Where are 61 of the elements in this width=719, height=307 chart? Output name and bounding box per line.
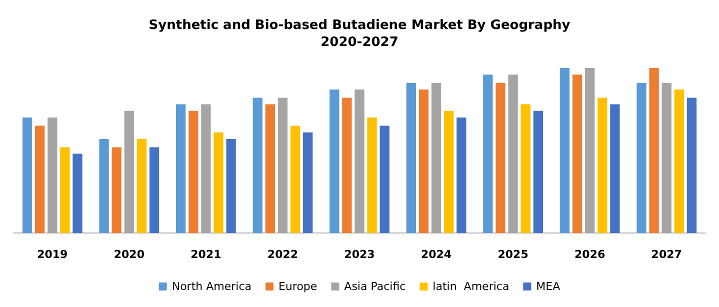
bar	[136, 138, 147, 233]
bar	[214, 132, 224, 233]
bar	[367, 118, 377, 233]
x-tick-label: 2020	[114, 248, 145, 261]
bar	[496, 82, 506, 233]
bar	[686, 98, 697, 233]
bar	[330, 89, 340, 233]
bar	[533, 110, 543, 233]
bar	[380, 126, 390, 233]
bar	[418, 89, 429, 233]
bar	[342, 98, 352, 233]
bar	[598, 98, 608, 233]
bar	[176, 104, 186, 233]
legend-label: Asia Pacific	[344, 280, 406, 293]
bar	[22, 118, 32, 233]
bar	[610, 104, 620, 233]
bar	[520, 104, 530, 233]
bar	[35, 126, 45, 233]
bar	[188, 110, 198, 233]
bar	[585, 68, 595, 233]
bar	[572, 74, 582, 233]
bar	[406, 82, 416, 233]
x-tick-label: 2026	[574, 248, 606, 261]
bar	[662, 82, 672, 233]
chart-subtitle: 2020-2027	[320, 35, 398, 50]
bar	[303, 132, 313, 233]
x-tick-label: 2025	[498, 248, 528, 261]
bar	[636, 82, 646, 233]
bar	[444, 110, 454, 233]
x-tick-label: 2027	[651, 248, 682, 261]
bar	[149, 147, 160, 233]
bar	[72, 154, 82, 233]
bar	[112, 147, 122, 233]
bar	[48, 118, 58, 233]
legend-label: North America	[172, 280, 252, 293]
legend-label: MEA	[536, 280, 561, 293]
x-tick-label: 2023	[344, 248, 375, 261]
bar	[252, 98, 262, 233]
bar	[674, 89, 684, 233]
bar	[265, 104, 275, 233]
legend-label: Europe	[278, 280, 318, 293]
x-tick-label: 2024	[420, 248, 452, 261]
bar	[60, 147, 70, 233]
bar	[483, 74, 493, 233]
chart-title: Synthetic and Bio-based Butadiene Market By Geography	[148, 18, 571, 33]
bar	[354, 89, 364, 233]
bar	[508, 74, 518, 233]
bar	[456, 118, 466, 233]
bar	[226, 138, 236, 233]
bar	[278, 98, 288, 233]
bar	[124, 110, 134, 233]
bar	[290, 126, 300, 233]
bar	[201, 104, 211, 233]
x-tick-label: 2022	[267, 248, 298, 261]
bar	[431, 82, 442, 233]
bar	[560, 68, 570, 233]
x-tick-label: 2019	[37, 248, 68, 261]
bar	[99, 138, 109, 233]
legend-label: latin America	[432, 280, 510, 293]
bar	[649, 68, 659, 233]
x-tick-label: 2021	[190, 248, 222, 261]
